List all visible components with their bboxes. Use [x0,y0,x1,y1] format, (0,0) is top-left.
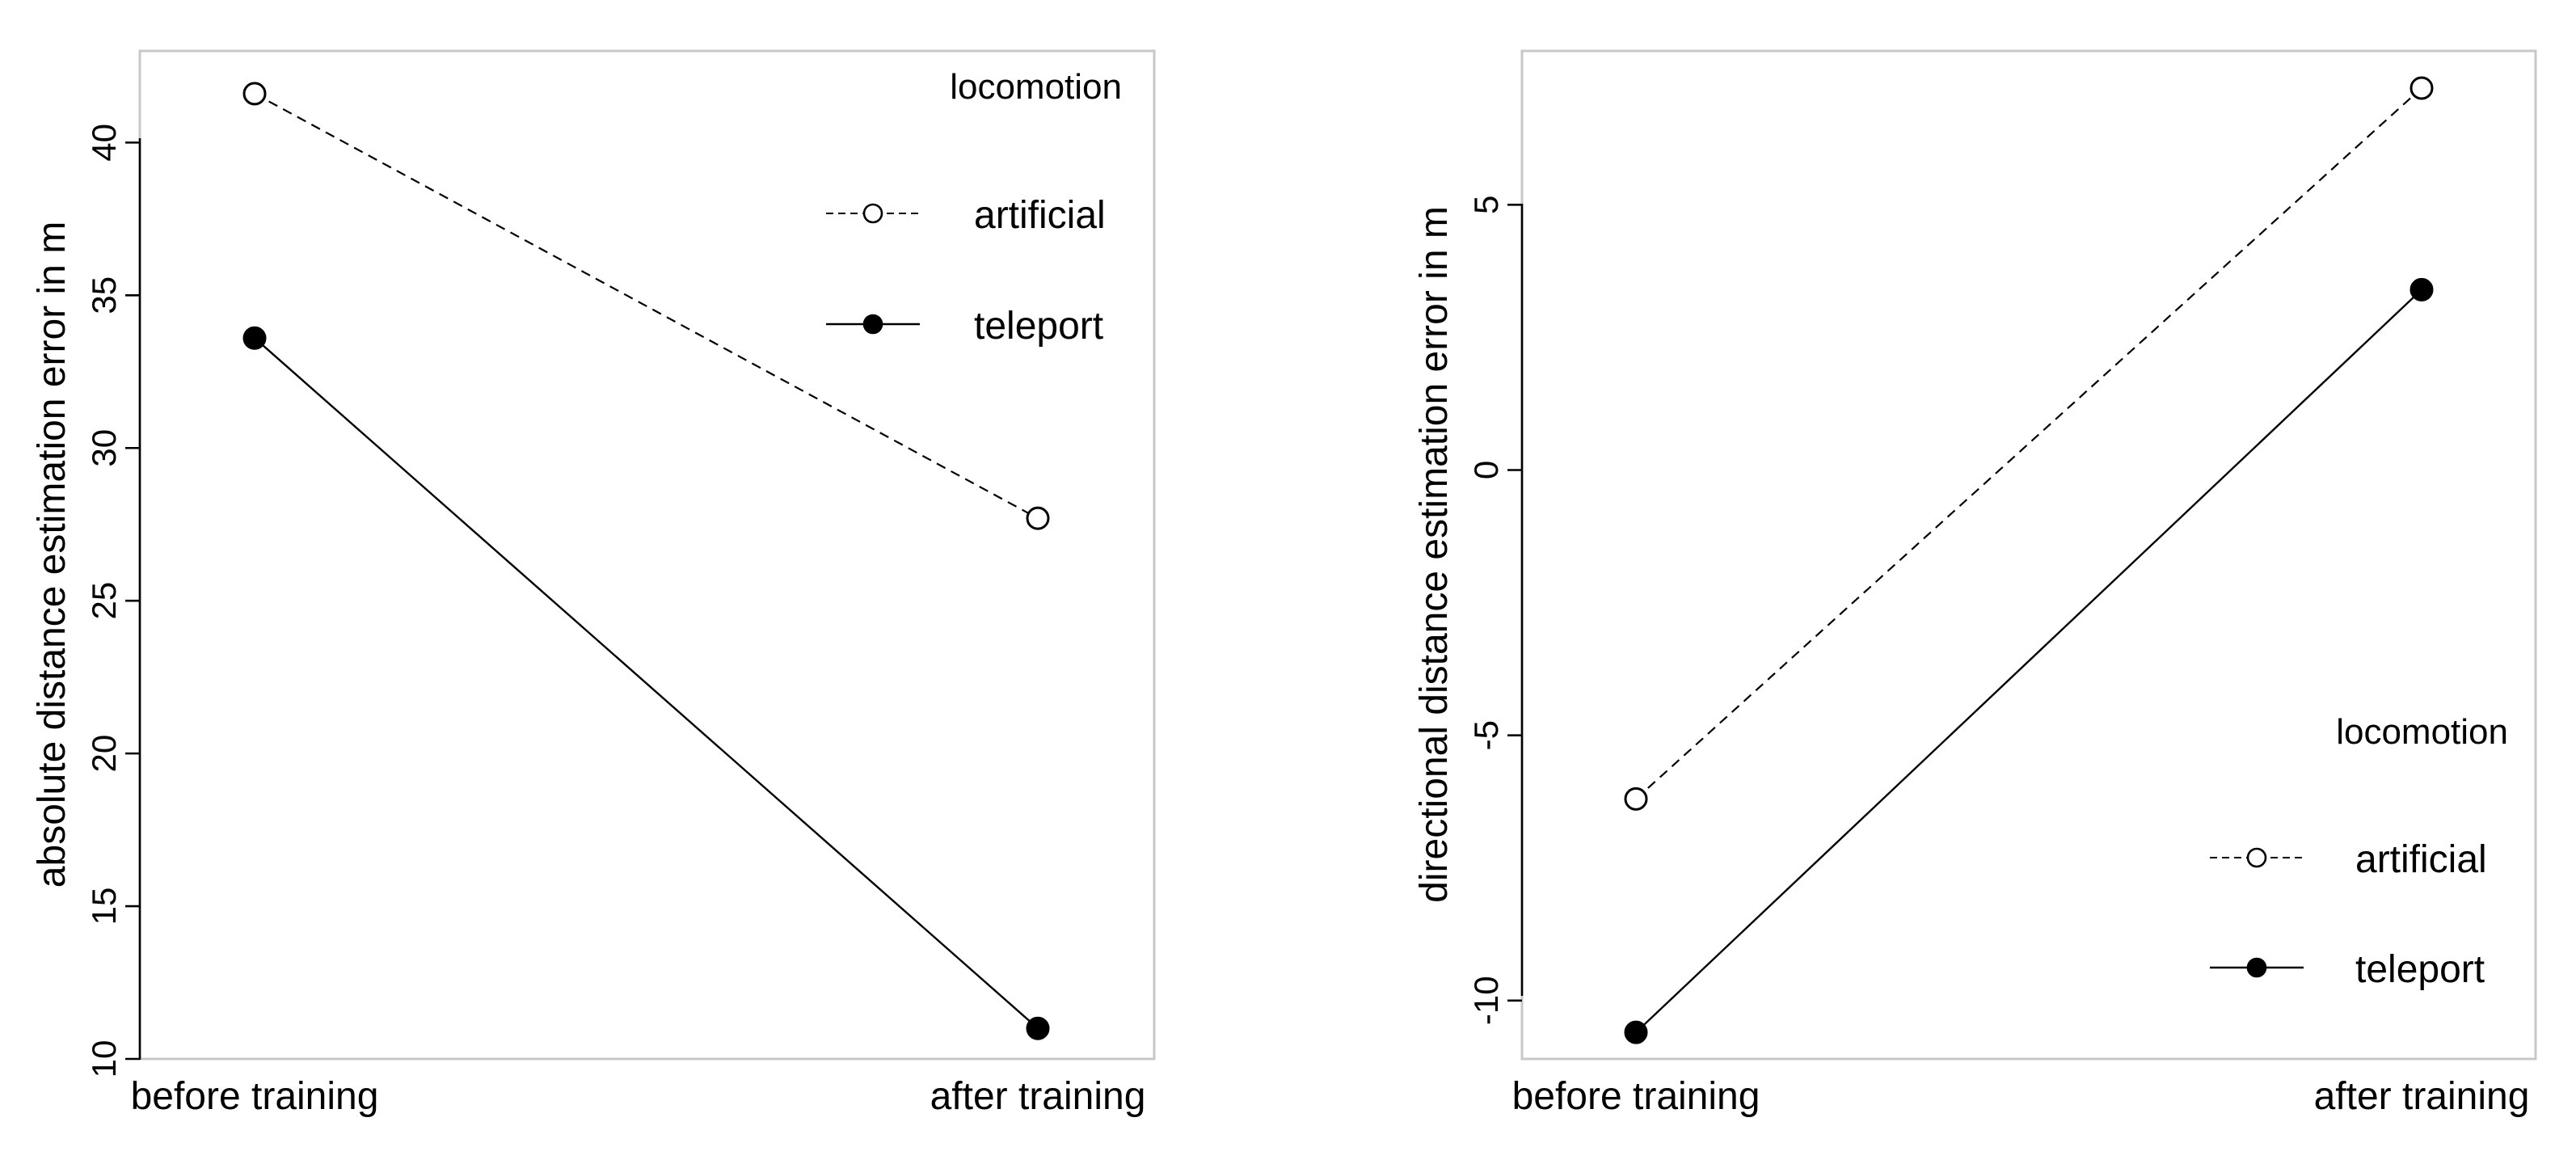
y-tick-label: 0 [1467,461,1505,479]
y-tick-label: 10 [85,1040,123,1078]
legend-marker-teleport [2246,957,2267,978]
point-teleport-after [1026,1016,1050,1040]
legend-title: locomotion [950,67,1122,107]
y-tick-label: -10 [1467,976,1505,1025]
y-ticks: 10 15 20 25 30 35 40 [85,124,140,1078]
series-points [1624,76,2434,1044]
plot-area-frame [1520,49,2537,1061]
series-line-artificial [254,92,1039,520]
legend: locomotion artificial teleport [826,67,1122,348]
point-artificial-after [1026,506,1050,530]
legend-title: locomotion [2336,712,2508,752]
legend-label-teleport: teleport [2355,948,2485,991]
point-artificial-after [2409,76,2434,100]
y-tick-label: -5 [1467,720,1505,750]
y-tick-label: 40 [85,124,123,162]
y-tick-label: 30 [85,429,123,467]
legend-label-artificial: artificial [2355,838,2487,881]
legend-marker-artificial [862,203,883,224]
point-teleport-before [1624,1020,1648,1044]
point-artificial-before [242,82,267,106]
category-label-after: after training [930,1075,1146,1118]
category-label-after: after training [2314,1075,2530,1118]
legend-label-teleport: teleport [974,305,1103,348]
legend-marker-artificial [2246,847,2267,868]
y-ticks: -10 -5 0 5 [1467,196,1522,1025]
legend-marker-teleport [862,314,883,335]
series-line-teleport [1635,289,2422,1034]
y-tick-label: 15 [85,888,123,926]
category-label-before: before training [1512,1075,1760,1118]
chart-left: 10 15 20 25 30 35 40 absolute distance estimat… [31,49,1156,1118]
y-axis-label: directional distance estimation error in… [1413,206,1456,903]
y-tick-label: 5 [1467,196,1505,214]
series-line-artificial [1635,87,2422,800]
y-tick-label: 35 [85,276,123,314]
point-artificial-before [1624,787,1648,811]
point-teleport-before [242,326,267,350]
category-label-before: before training [131,1075,379,1118]
series-lines [254,92,1039,1030]
point-teleport-after [2409,277,2434,302]
y-tick-label: 25 [85,582,123,620]
series-points [242,82,1050,1040]
legend: locomotion artificial teleport [2210,712,2508,991]
y-tick-label: 20 [85,735,123,773]
series-lines [1635,87,2422,1034]
chart-right: -10 -5 0 5 directional distance estimation … [1413,49,2537,1118]
y-axis-label: absolute distance estimation error in m [31,221,74,888]
legend-label-artificial: artificial [974,194,1106,237]
series-line-teleport [254,337,1039,1030]
